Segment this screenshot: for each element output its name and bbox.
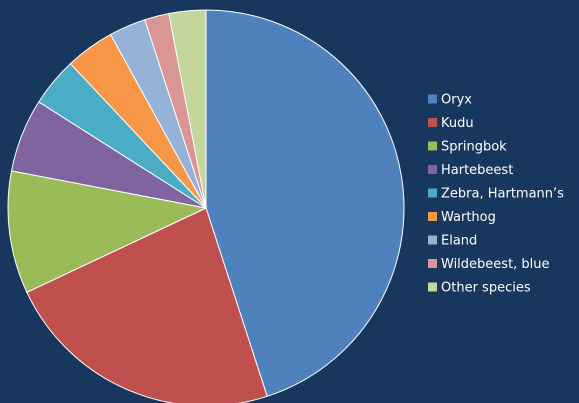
legend-swatch bbox=[428, 141, 437, 151]
legend-label: Oryx bbox=[441, 93, 472, 108]
legend-swatch bbox=[428, 282, 437, 292]
legend-label: Eland bbox=[441, 234, 477, 249]
pie-slice bbox=[26, 207, 268, 403]
legend-swatch bbox=[428, 94, 437, 104]
legend-label: Springbok bbox=[441, 140, 507, 155]
pie-slice bbox=[7, 170, 208, 293]
legend-swatch bbox=[428, 212, 437, 221]
legend-label: Warthog bbox=[441, 210, 496, 225]
legend-label: Kudu bbox=[441, 116, 474, 131]
legend-label: Zebra, Hartmann’s bbox=[441, 187, 564, 202]
legend-swatch bbox=[428, 259, 437, 268]
pie-slice bbox=[168, 9, 207, 209]
legend-label: Other species bbox=[441, 281, 531, 296]
legend-swatch bbox=[428, 165, 437, 174]
legend-swatch bbox=[428, 188, 437, 198]
legend-swatch bbox=[428, 118, 437, 127]
legend-label: Hartebeest bbox=[441, 163, 513, 178]
pie-slice bbox=[205, 9, 405, 397]
legend-swatch bbox=[428, 235, 437, 245]
legend-label: Wildebeest, blue bbox=[441, 257, 550, 272]
